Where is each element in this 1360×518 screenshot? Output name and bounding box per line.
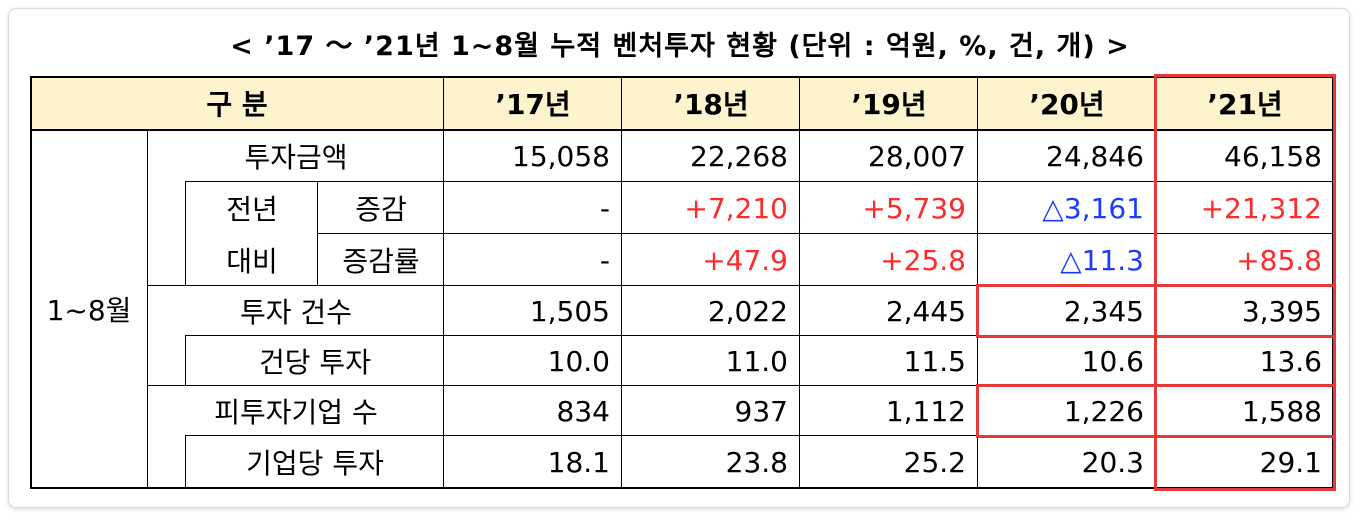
yoy-label-1: 전년 (226, 193, 278, 226)
cell-count-2021: 3,395 (1241, 294, 1322, 328)
cell-companies-2019: 1,112 (885, 394, 966, 428)
cell-per-deal-2020: 10.6 (1081, 344, 1144, 378)
header-divider (30, 129, 1334, 131)
row-label-per-company: 기업당 투자 (246, 447, 384, 480)
grid-v-sub3 (185, 436, 186, 488)
table-title: < ’17 ～ ’21년 1~8월 누적 벤처투자 현황 (단위 : 억원, %… (230, 31, 1130, 62)
cell-change-rate-2018: +47.9 (702, 243, 788, 277)
row-label-change-rate: 증감률 (342, 245, 420, 278)
grid-h-change (317, 233, 1334, 234)
grid-v-sub (185, 181, 186, 286)
grid-v-period (147, 130, 148, 488)
grid-v-2021 (1155, 76, 1156, 488)
row-label-per-deal: 건당 투자 (259, 346, 371, 379)
cell-per-deal-2019: 11.5 (903, 344, 966, 378)
cell-per-company-2018: 23.8 (725, 445, 788, 479)
image-frame (8, 8, 1350, 508)
table-border-right (1332, 76, 1334, 489)
cell-count-2020: 2,345 (1063, 294, 1144, 328)
cell-change-rate-2021: +85.8 (1236, 243, 1322, 277)
header-year-2019: ’19년 (800, 76, 978, 130)
grid-v-2020 (977, 76, 978, 488)
header-year-2017: ’17년 (444, 76, 622, 130)
cell-amount-2017: 15,058 (512, 139, 610, 173)
row-label-amount: 투자금액 (244, 141, 348, 174)
header-category: 구 분 (30, 76, 444, 130)
cell-change-2018: +7,210 (684, 191, 788, 225)
grid-v-sub2 (185, 336, 186, 386)
cell-amount-2019: 28,007 (868, 139, 966, 173)
cell-change-2019: +5,739 (862, 191, 966, 225)
row-label-change: 증감 (355, 193, 407, 226)
cell-change-rate-2020: △11.3 (1060, 243, 1144, 277)
header-year-2020: ’20년 (978, 76, 1156, 130)
cell-change-rate-2019: +25.8 (880, 243, 966, 277)
cell-per-deal-2017: 10.0 (547, 344, 610, 378)
table-border-top (30, 76, 1334, 78)
header-year-2021: ’21년 (1156, 76, 1334, 130)
grid-v-label-end (443, 76, 444, 488)
yoy-label-2: 대비 (226, 245, 278, 278)
cell-per-deal-2018: 11.0 (725, 344, 788, 378)
grid-v-2019 (799, 76, 800, 488)
cell-count-2017: 1,505 (529, 294, 610, 328)
cell-count-2019: 2,445 (885, 294, 966, 328)
cell-per-company-2017: 18.1 (547, 445, 610, 479)
cell-change-rate-2017: - (599, 243, 610, 277)
cell-companies-2017: 834 (556, 394, 610, 428)
grid-h-count (185, 335, 1334, 336)
cell-amount-2020: 24,846 (1046, 139, 1144, 173)
cell-companies-2018: 937 (734, 394, 788, 428)
row-label-count: 투자 건수 (240, 296, 352, 329)
cell-per-company-2020: 20.3 (1081, 445, 1144, 479)
cell-companies-2020: 1,226 (1063, 394, 1144, 428)
cell-count-2018: 2,022 (707, 294, 788, 328)
cell-change-2021: +21,312 (1200, 191, 1322, 225)
table-border-left (30, 76, 32, 489)
row-label-companies: 피투자기업 수 (214, 396, 378, 429)
cell-change-2017: - (599, 191, 610, 225)
grid-h-companies (185, 435, 1334, 436)
header-year-2018: ’18년 (622, 76, 800, 130)
cell-amount-2018: 22,268 (690, 139, 788, 173)
period-label: 1~8월 (46, 294, 132, 327)
cell-per-company-2019: 25.2 (903, 445, 966, 479)
cell-amount-2021: 46,158 (1224, 139, 1322, 173)
cell-per-deal-2021: 13.6 (1259, 344, 1322, 378)
cell-companies-2021: 1,588 (1241, 394, 1322, 428)
cell-change-2020: △3,161 (1042, 191, 1144, 225)
grid-h-amount (185, 181, 1334, 182)
grid-h-per-deal (148, 385, 1334, 386)
grid-h-rate (148, 285, 1334, 286)
table-border-bottom (30, 487, 1334, 489)
cell-per-company-2021: 29.1 (1259, 445, 1322, 479)
grid-v-2018 (621, 76, 622, 488)
